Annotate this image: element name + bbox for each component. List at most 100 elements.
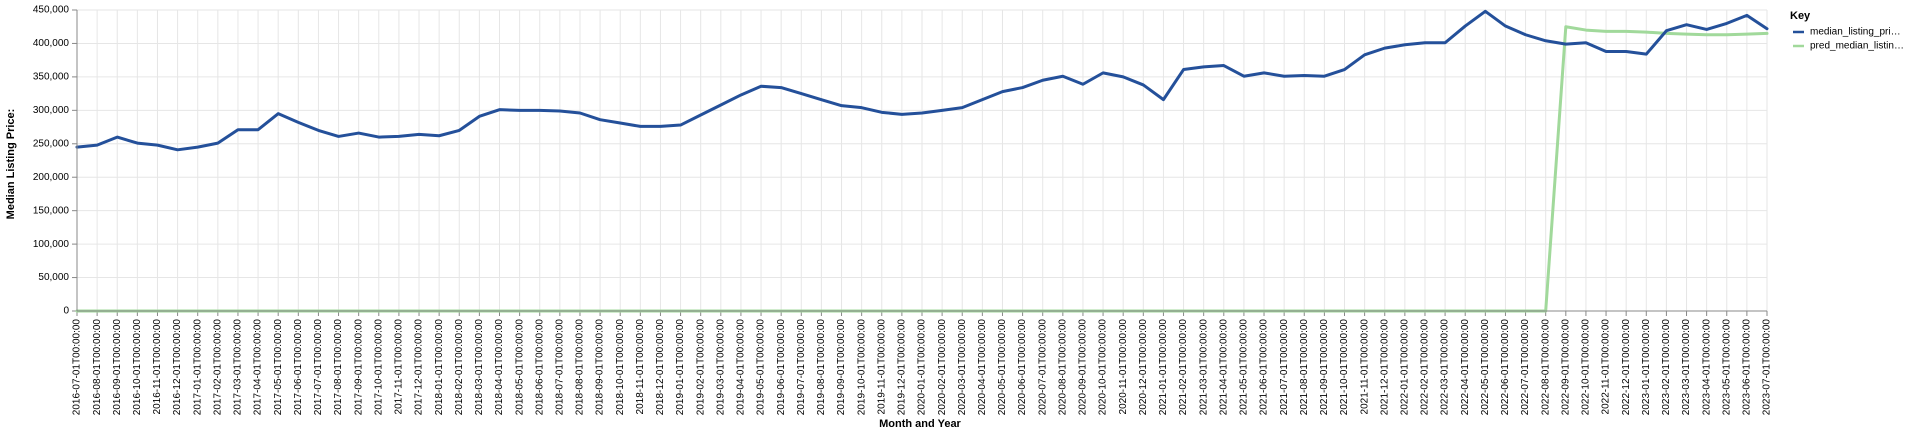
x-tick-label: 2019-01-01T00:00:00 — [675, 319, 686, 416]
x-tick-label: 2022-06-01T00:00:00 — [1500, 319, 1511, 416]
x-tick-label: 2020-03-01T00:00:00 — [957, 319, 968, 416]
x-tick-label: 2017-07-01T00:00:00 — [313, 319, 324, 416]
x-tick-label: 2019-10-01T00:00:00 — [856, 319, 867, 416]
x-tick-label: 2021-07-01T00:00:00 — [1279, 319, 1290, 416]
x-tick-label: 2023-05-01T00:00:00 — [1721, 319, 1732, 416]
x-tick-label: 2022-10-01T00:00:00 — [1581, 319, 1592, 416]
x-tick-label: 2020-11-01T00:00:00 — [1118, 319, 1129, 415]
y-tick-label: 350,000 — [33, 72, 70, 83]
x-tick-label: 2020-04-01T00:00:00 — [977, 319, 988, 416]
x-tick-label: 2022-03-01T00:00:00 — [1440, 319, 1451, 416]
x-tick-label: 2023-03-01T00:00:00 — [1681, 319, 1692, 416]
y-tick-label: 400,000 — [33, 38, 70, 49]
y-tick-label: 50,000 — [38, 272, 69, 283]
y-tick-label: 450,000 — [33, 5, 70, 16]
x-tick-label: 2018-07-01T00:00:00 — [554, 319, 565, 416]
x-tick-label: 2018-10-01T00:00:00 — [615, 319, 626, 416]
x-tick-label: 2019-09-01T00:00:00 — [836, 319, 847, 416]
x-tick-label: 2022-12-01T00:00:00 — [1621, 319, 1632, 416]
x-tick-label: 2020-02-01T00:00:00 — [937, 319, 948, 416]
x-tick-label: 2016-12-01T00:00:00 — [172, 319, 183, 416]
x-tick-label: 2021-03-01T00:00:00 — [1198, 319, 1209, 416]
x-tick-label: 2023-07-01T00:00:00 — [1762, 319, 1773, 416]
x-tick-label: 2020-01-01T00:00:00 — [917, 319, 928, 416]
x-tick-label: 2021-02-01T00:00:00 — [1178, 319, 1189, 416]
x-tick-label: 2018-09-01T00:00:00 — [595, 319, 606, 416]
x-tick-label: 2023-01-01T00:00:00 — [1641, 319, 1652, 416]
axes — [76, 10, 1767, 312]
y-tick-label: 300,000 — [33, 105, 70, 116]
y-tick-label: 150,000 — [33, 205, 70, 216]
x-tick-label: 2017-01-01T00:00:00 — [192, 319, 203, 416]
x-tick-label: 2019-04-01T00:00:00 — [736, 319, 747, 416]
x-tick-label: 2022-07-01T00:00:00 — [1520, 319, 1531, 416]
x-tick-label: 2021-12-01T00:00:00 — [1379, 319, 1390, 416]
x-tick-label: 2019-02-01T00:00:00 — [695, 319, 706, 416]
x-tick-label: 2020-05-01T00:00:00 — [997, 319, 1008, 416]
x-tick-label: 2018-02-01T00:00:00 — [454, 319, 465, 416]
y-axis-title: Median Listing Price: — [5, 109, 17, 220]
x-tick-label: 2017-08-01T00:00:00 — [333, 319, 344, 416]
x-tick-label: 2019-08-01T00:00:00 — [816, 319, 827, 416]
x-tick-label: 2018-03-01T00:00:00 — [474, 319, 485, 416]
x-tick-label: 2021-09-01T00:00:00 — [1319, 319, 1330, 416]
x-tick-label: 2018-08-01T00:00:00 — [575, 319, 586, 416]
x-axis-title: Month and Year — [879, 418, 961, 430]
x-tick-label: 2021-08-01T00:00:00 — [1299, 319, 1310, 416]
y-tick-label: 0 — [63, 306, 69, 317]
x-axis-ticks: 2016-07-01T00:00:00 2016-08-01T00:00:00 20… — [72, 311, 1773, 415]
x-tick-label: 2022-04-01T00:00:00 — [1460, 319, 1471, 416]
y-tick-label: 100,000 — [33, 239, 70, 250]
x-tick-label: 2018-04-01T00:00:00 — [494, 319, 505, 416]
x-tick-label: 2020-10-01T00:00:00 — [1098, 319, 1109, 416]
x-tick-label: 2017-12-01T00:00:00 — [414, 319, 425, 416]
x-tick-label: 2021-05-01T00:00:00 — [1239, 319, 1250, 416]
x-tick-label: 2019-07-01T00:00:00 — [796, 319, 807, 416]
x-tick-label: 2019-12-01T00:00:00 — [897, 319, 908, 416]
x-tick-label: 2019-11-01T00:00:00 — [876, 319, 887, 415]
legend: Key median_listing_pri… pred_median_listi… — [1790, 10, 1904, 52]
x-tick-label: 2022-01-01T00:00:00 — [1399, 319, 1410, 416]
x-tick-label: 2017-10-01T00:00:00 — [373, 319, 384, 416]
x-tick-label: 2017-11-01T00:00:00 — [394, 319, 405, 415]
x-tick-label: 2020-08-01T00:00:00 — [1057, 319, 1068, 416]
x-tick-label: 2018-01-01T00:00:00 — [434, 319, 445, 416]
y-tick-label: 250,000 — [33, 138, 70, 149]
x-tick-label: 2021-10-01T00:00:00 — [1339, 319, 1350, 416]
x-tick-label: 2019-03-01T00:00:00 — [715, 319, 726, 416]
x-tick-label: 2019-05-01T00:00:00 — [756, 319, 767, 416]
x-tick-label: 2023-04-01T00:00:00 — [1701, 319, 1712, 416]
x-tick-label: 2018-11-01T00:00:00 — [635, 319, 646, 415]
x-tick-label: 2021-06-01T00:00:00 — [1259, 319, 1270, 416]
x-tick-label: 2020-09-01T00:00:00 — [1078, 319, 1089, 416]
x-tick-label: 2021-01-01T00:00:00 — [1158, 319, 1169, 416]
x-tick-label: 2018-12-01T00:00:00 — [655, 319, 666, 416]
x-tick-label: 2022-11-01T00:00:00 — [1601, 319, 1612, 415]
x-tick-label: 2016-09-01T00:00:00 — [112, 319, 123, 416]
legend-title: Key — [1790, 10, 1811, 22]
x-tick-label: 2017-06-01T00:00:00 — [293, 319, 304, 416]
x-tick-label: 2020-12-01T00:00:00 — [1138, 319, 1149, 416]
x-tick-label: 2017-09-01T00:00:00 — [353, 319, 364, 416]
series-line-median-listing-pri — [75, 9, 1769, 152]
x-tick-label: 2017-03-01T00:00:00 — [233, 319, 244, 416]
x-tick-label: 2020-07-01T00:00:00 — [1037, 319, 1048, 416]
x-tick-label: 2021-04-01T00:00:00 — [1218, 319, 1229, 416]
legend-label: pred_median_listin… — [1810, 41, 1904, 52]
gridlines — [76, 9, 1768, 312]
x-tick-label: 2022-05-01T00:00:00 — [1480, 319, 1491, 416]
x-tick-label: 2018-05-01T00:00:00 — [514, 319, 525, 416]
x-tick-label: 2017-05-01T00:00:00 — [273, 319, 284, 416]
x-tick-label: 2019-06-01T00:00:00 — [776, 319, 787, 416]
x-tick-label: 2016-10-01T00:00:00 — [132, 319, 143, 416]
x-tick-label: 2017-02-01T00:00:00 — [212, 319, 223, 416]
x-tick-label: 2022-09-01T00:00:00 — [1560, 319, 1571, 416]
x-tick-label: 2017-04-01T00:00:00 — [253, 319, 264, 416]
x-tick-label: 2021-11-01T00:00:00 — [1359, 319, 1370, 415]
x-tick-label: 2020-06-01T00:00:00 — [1017, 319, 1028, 416]
x-tick-label: 2016-08-01T00:00:00 — [92, 319, 103, 416]
x-tick-label: 2016-11-01T00:00:00 — [152, 319, 163, 415]
x-tick-label: 2023-02-01T00:00:00 — [1661, 319, 1672, 416]
y-tick-label: 200,000 — [33, 172, 70, 183]
